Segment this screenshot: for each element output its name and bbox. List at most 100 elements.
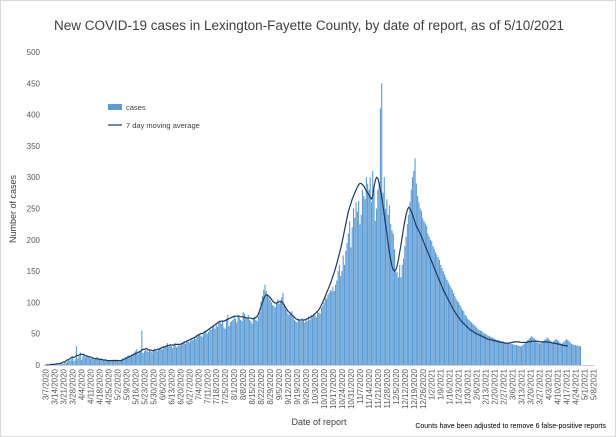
case-bar (216, 326, 219, 365)
case-bar (541, 342, 543, 365)
case-bar (562, 343, 564, 365)
case-bar (483, 333, 485, 365)
case-bar (550, 341, 552, 365)
case-bar (65, 362, 67, 365)
case-bar (386, 199, 388, 365)
case-bar (314, 314, 316, 365)
case-bar (288, 314, 290, 365)
case-bar (574, 344, 576, 365)
case-bar (363, 195, 365, 365)
case-bar (61, 363, 63, 365)
case-bar (199, 333, 201, 365)
case-bar (342, 255, 344, 365)
case-bar (445, 277, 447, 365)
case-bar (377, 189, 379, 365)
x-tick-label: 4/11/2020 (87, 368, 96, 404)
case-bar (426, 226, 428, 365)
case-bar (291, 311, 293, 365)
case-bar (437, 257, 439, 365)
case-bar (438, 259, 440, 365)
case-bar (186, 341, 188, 365)
case-bar (336, 280, 338, 365)
case-bar (414, 158, 416, 365)
case-bar (78, 356, 80, 365)
case-bar (419, 208, 421, 365)
case-bar (568, 341, 570, 365)
legend-label-moving-average: 7 day moving average (126, 121, 200, 130)
case-bar (510, 343, 512, 365)
case-bar (537, 342, 539, 365)
case-bar (192, 339, 194, 365)
case-bar (385, 208, 387, 365)
case-bar (267, 294, 269, 365)
case-bar (472, 323, 474, 365)
case-bar (124, 356, 126, 365)
case-bar (64, 361, 66, 365)
case-bar (236, 322, 238, 365)
case-bar (524, 342, 526, 365)
chart-title: New COVID-19 cases in Lexington-Fayette … (54, 18, 564, 33)
case-bar (402, 258, 405, 365)
case-bar (531, 336, 533, 365)
x-tick-label: 5/8/2021 (589, 368, 598, 400)
case-bar (249, 319, 251, 365)
case-bar (200, 335, 202, 365)
case-bar (98, 359, 101, 365)
case-bar (110, 360, 112, 365)
x-tick-label: 11/28/2020 (383, 368, 392, 408)
case-bar (400, 277, 402, 365)
y-axis-label: Number of cases (8, 174, 18, 243)
case-bar (210, 329, 212, 365)
case-bar (83, 353, 85, 365)
x-tick-label: 5/2/2020 (113, 368, 122, 400)
case-bar (418, 202, 420, 365)
case-bar (122, 358, 124, 365)
case-bar (283, 304, 285, 365)
case-bar (133, 352, 135, 365)
case-bar (159, 348, 161, 365)
case-bar (310, 314, 312, 365)
y-tick-label: 250 (27, 205, 41, 214)
case-bar (290, 312, 292, 365)
case-bar (576, 345, 578, 365)
case-bar (423, 221, 425, 365)
case-bar (143, 351, 145, 365)
case-bar (152, 350, 154, 365)
case-bar (231, 321, 233, 365)
case-bar (246, 318, 248, 365)
x-tick-label: 11/21/2020 (374, 368, 383, 408)
case-bar (251, 323, 253, 365)
case-bar (441, 267, 443, 365)
x-tick-label: 9/5/2020 (275, 368, 284, 400)
case-bar (322, 305, 324, 365)
x-tick-label: 3/27/2021 (535, 368, 544, 404)
case-bar (532, 337, 534, 365)
case-bar (415, 183, 417, 365)
case-bar (268, 297, 270, 365)
x-axis-label: Date of report (291, 417, 347, 427)
case-bar (272, 304, 274, 365)
case-bar (222, 319, 224, 365)
case-bar (460, 307, 462, 365)
case-bar (282, 293, 284, 365)
case-bar (63, 363, 65, 365)
case-bar (447, 282, 449, 365)
case-bar (299, 319, 301, 365)
case-bar (478, 329, 480, 365)
case-bar (467, 318, 469, 365)
case-bar (209, 328, 211, 365)
case-bar (490, 336, 492, 365)
case-bar (555, 338, 557, 365)
case-bar (220, 323, 222, 365)
case-bar (137, 353, 139, 365)
case-bar (556, 339, 558, 365)
case-bar (177, 346, 179, 365)
case-bar (463, 311, 465, 365)
y-tick-label: 100 (27, 298, 41, 307)
x-tick-label: 4/24/2021 (571, 368, 580, 404)
x-tick-label: 10/10/2020 (320, 368, 329, 409)
x-tick-label: 3/20/2021 (527, 368, 536, 404)
case-bar (260, 301, 262, 365)
case-bar (174, 343, 176, 365)
case-bar (73, 361, 75, 365)
